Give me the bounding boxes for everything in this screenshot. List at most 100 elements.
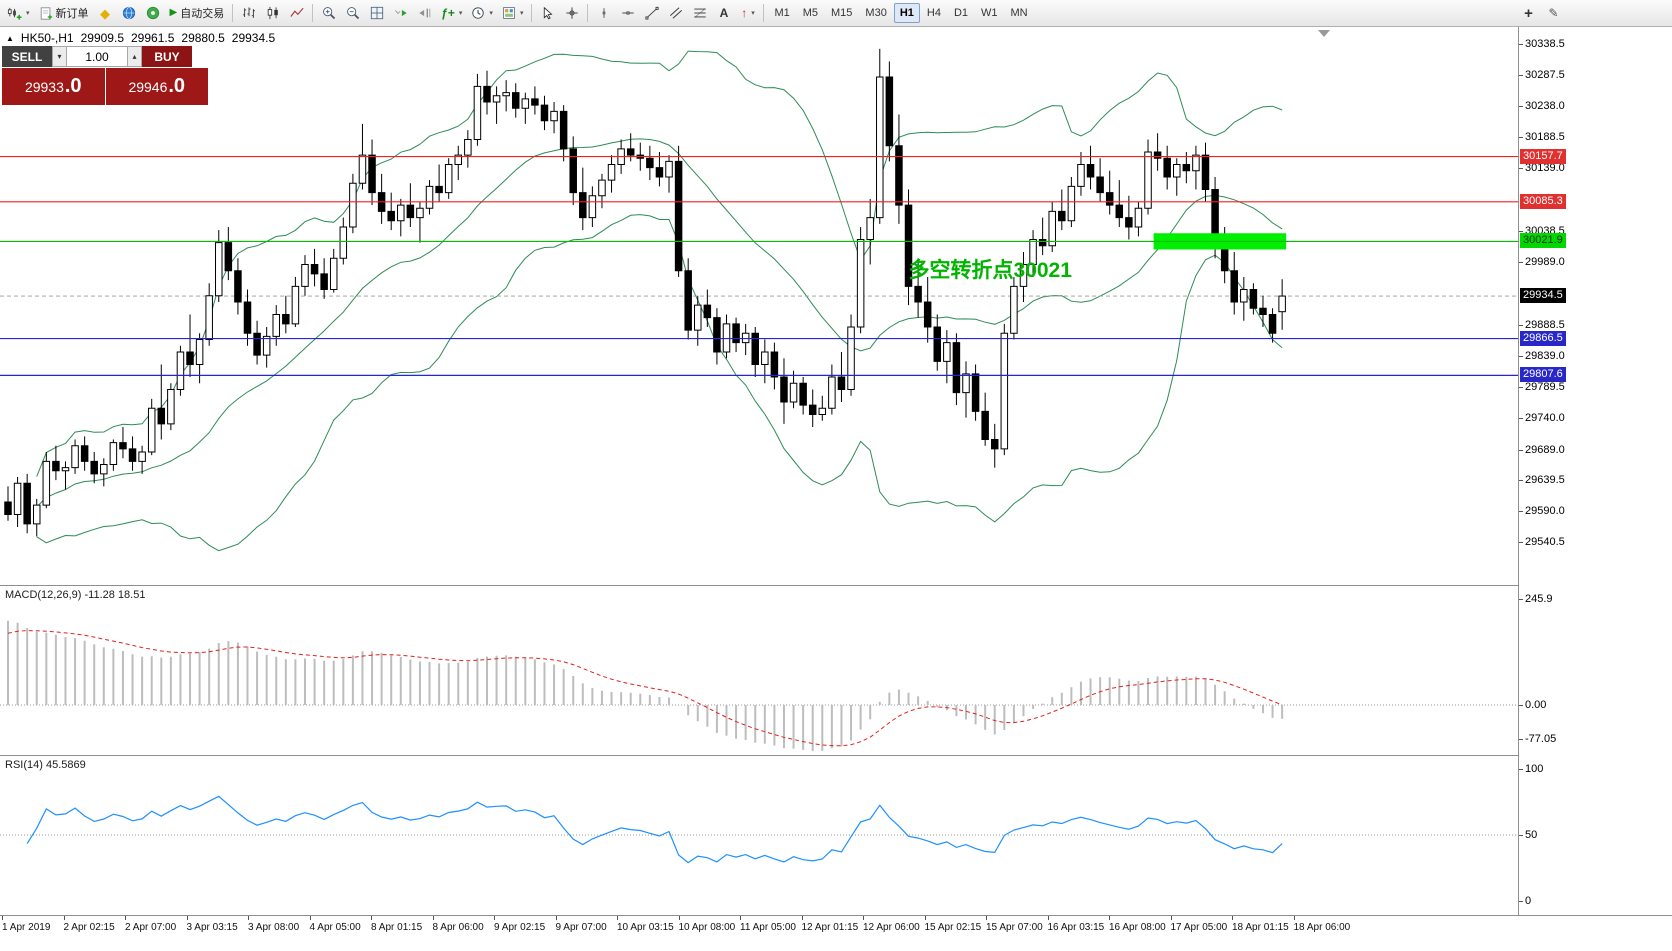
toolbar-button-indicators[interactable]: ƒ+ ▾ (437, 2, 466, 24)
vertical-line-icon (598, 6, 610, 20)
sell-button[interactable]: SELL (2, 46, 52, 67)
rsi-axis-tick (1519, 901, 1523, 902)
toolbar: ▾ 新订单 ◆ ▶ 自动交易 ƒ+ ▾ ▾ ▾ A ↑ ▾ M1 M5 M15 M30 H1 H4 D1 W1 MN + ✎ (0, 0, 1672, 27)
autotrade-icon: ▶ (169, 7, 178, 18)
pane-separator-rsi[interactable] (0, 755, 1672, 756)
time-axis-label: 9 Apr 07:00 (555, 922, 607, 933)
edit-icon: ✎ (1548, 6, 1559, 20)
macd-axis-tick (1519, 705, 1523, 706)
timeframe-button-M15[interactable]: M15 (831, 7, 853, 19)
toolbar-button-bar-chart[interactable] (237, 2, 260, 24)
toolbar-button-arrows[interactable]: ↑ ▾ (736, 2, 759, 24)
sell-price: 29933 (24, 78, 64, 95)
macd-axis-label: -77.05 (1525, 733, 1557, 745)
time-axis-label: 16 Apr 03:15 (1047, 922, 1105, 933)
new-order-icon (39, 6, 53, 21)
price-axis-tick (1519, 231, 1523, 233)
macd-axis-label: 0.00 (1525, 699, 1547, 711)
one-click-toggle[interactable]: ▲ (6, 33, 14, 43)
timeframe-button-M1[interactable]: M1 (774, 7, 790, 19)
toolbar-button-auto-scroll[interactable] (389, 2, 412, 24)
autotrade-label: 自动交易 (180, 8, 225, 20)
price-axis-tick (1519, 262, 1523, 263)
price-axis-label: 29989.0 (1525, 256, 1565, 268)
buy-button[interactable]: BUY (142, 46, 192, 67)
timeframe-button-M30[interactable]: M30 (865, 7, 887, 19)
toolbar-button-new-chart[interactable]: ▾ (3, 2, 34, 24)
timeframe-button-MN[interactable]: MN (1010, 7, 1028, 19)
volume-input[interactable] (67, 46, 127, 67)
toolbar-button-trendline[interactable] (640, 2, 663, 24)
candles (4, 48, 1286, 537)
timeframe-button-M5[interactable]: M5 (802, 7, 819, 19)
line-chart-icon (290, 6, 304, 20)
timeframe-button-H4[interactable]: H4 (926, 7, 941, 19)
one-click-trading-panel: SELL ▾ ▴ BUY 29933 .0 29946 .0 (2, 46, 208, 105)
time-axis-label: 12 Apr 06:00 (863, 922, 920, 933)
sell-price-button[interactable]: 29933 .0 (2, 68, 105, 105)
price-axis[interactable]: 30338.5 30287.5 30238.0 30188.5 30139.0 30038… (1518, 27, 1672, 915)
price-axis-label: 29540.5 (1525, 536, 1565, 549)
toolbar-button-favorites[interactable]: ◆ (94, 2, 117, 24)
time-axis-label: 1 Apr 2019 (2, 922, 51, 933)
toolbar-button-new-order[interactable]: 新订单 (35, 2, 93, 24)
toolbar-button-market[interactable] (142, 2, 165, 24)
toolbar-button-mql5-community[interactable] (118, 2, 141, 24)
sell-price-pips: .0 (64, 75, 82, 97)
toolbar-button-horizontal-line[interactable] (616, 2, 639, 24)
toolbar-button-templates[interactable]: ▾ (498, 2, 528, 24)
toolbar-button-cursor[interactable] (536, 2, 559, 24)
time-axis-tick (801, 916, 803, 920)
price-axis-tick (1519, 43, 1523, 45)
rsi-pane-canvas[interactable] (0, 755, 1672, 915)
time-axis-tick (1109, 916, 1110, 920)
time-axis-tick (309, 916, 311, 920)
toolbar-button-vertical-line[interactable] (592, 2, 615, 24)
price-chart-canvas[interactable] (0, 27, 1672, 585)
chart-area[interactable]: ▲ HK50-,H1 29909.5 29961.5 29880.5 29934… (0, 27, 1672, 951)
zoom-in-icon (322, 6, 336, 20)
chart-symbol-period: HK50-,H1 (20, 31, 74, 45)
toolbar-button-chart-shift[interactable] (413, 2, 436, 24)
toolbar-button-fibonacci[interactable] (688, 2, 711, 24)
toolbar-button-tile-windows[interactable] (365, 2, 388, 24)
time-axis-tick (986, 916, 987, 920)
time-axis-tick (494, 916, 495, 920)
toolbar-button-crosshair[interactable] (560, 2, 583, 24)
timeframe-button-W1[interactable]: W1 (981, 7, 998, 19)
rsi-axis-label: 100 (1525, 763, 1544, 775)
volume-up-button[interactable]: ▴ (127, 46, 142, 67)
toolbar-button-line-chart[interactable] (285, 2, 308, 24)
price-label-30085.3: 30085.3 (1520, 193, 1566, 209)
time-axis-tick (371, 916, 372, 920)
time-axis[interactable]: 1 Apr 2019 2 Apr 02:15 2 Apr 07:00 3 Apr 03… (0, 915, 1672, 951)
time-axis-tick (1232, 916, 1233, 920)
time-axis-label: 9 Apr 02:15 (494, 922, 546, 933)
timeframe-button-H1[interactable]: H1 (893, 3, 920, 23)
toolbar-button-text[interactable]: A (712, 2, 735, 24)
bollinger-lower (36, 214, 1283, 552)
new-chart-icon (7, 6, 22, 21)
time-axis-label: 17 Apr 05:00 (1170, 922, 1228, 933)
horizontal-line-icon (621, 6, 635, 20)
price-axis-tick (1519, 355, 1523, 357)
toolbar-button-zoom-out[interactable] (341, 2, 364, 24)
toolbar-button-candlestick-chart[interactable] (261, 2, 284, 24)
timeframe-button-D1[interactable]: D1 (953, 7, 969, 19)
time-axis-label: 12 Apr 01:15 (801, 922, 859, 933)
toolbar-button-autotrade[interactable]: ▶ 自动交易 (166, 2, 229, 24)
volume-down-button[interactable]: ▾ (52, 46, 67, 67)
toolbar-button-add-symbol[interactable]: + (1517, 2, 1540, 24)
toolbar-button-zoom-in[interactable] (317, 2, 340, 24)
buy-price-button[interactable]: 29946 .0 (105, 68, 208, 105)
toolbar-button-edit[interactable]: ✎ (1542, 2, 1565, 24)
toolbar-button-periods[interactable]: ▾ (467, 2, 497, 24)
auto-scroll-icon (394, 6, 408, 20)
chart-annotation[interactable]: 多空转折点30021 (908, 259, 1072, 283)
pane-separator-macd[interactable] (0, 585, 1672, 586)
toolbar-button-equidistant-channel[interactable] (664, 2, 687, 24)
time-axis-tick (1047, 916, 1049, 920)
bid-price-label: 29934.5 (1520, 288, 1566, 304)
macd-pane-canvas[interactable] (0, 585, 1672, 755)
chart-shift-marker[interactable] (1318, 30, 1330, 37)
